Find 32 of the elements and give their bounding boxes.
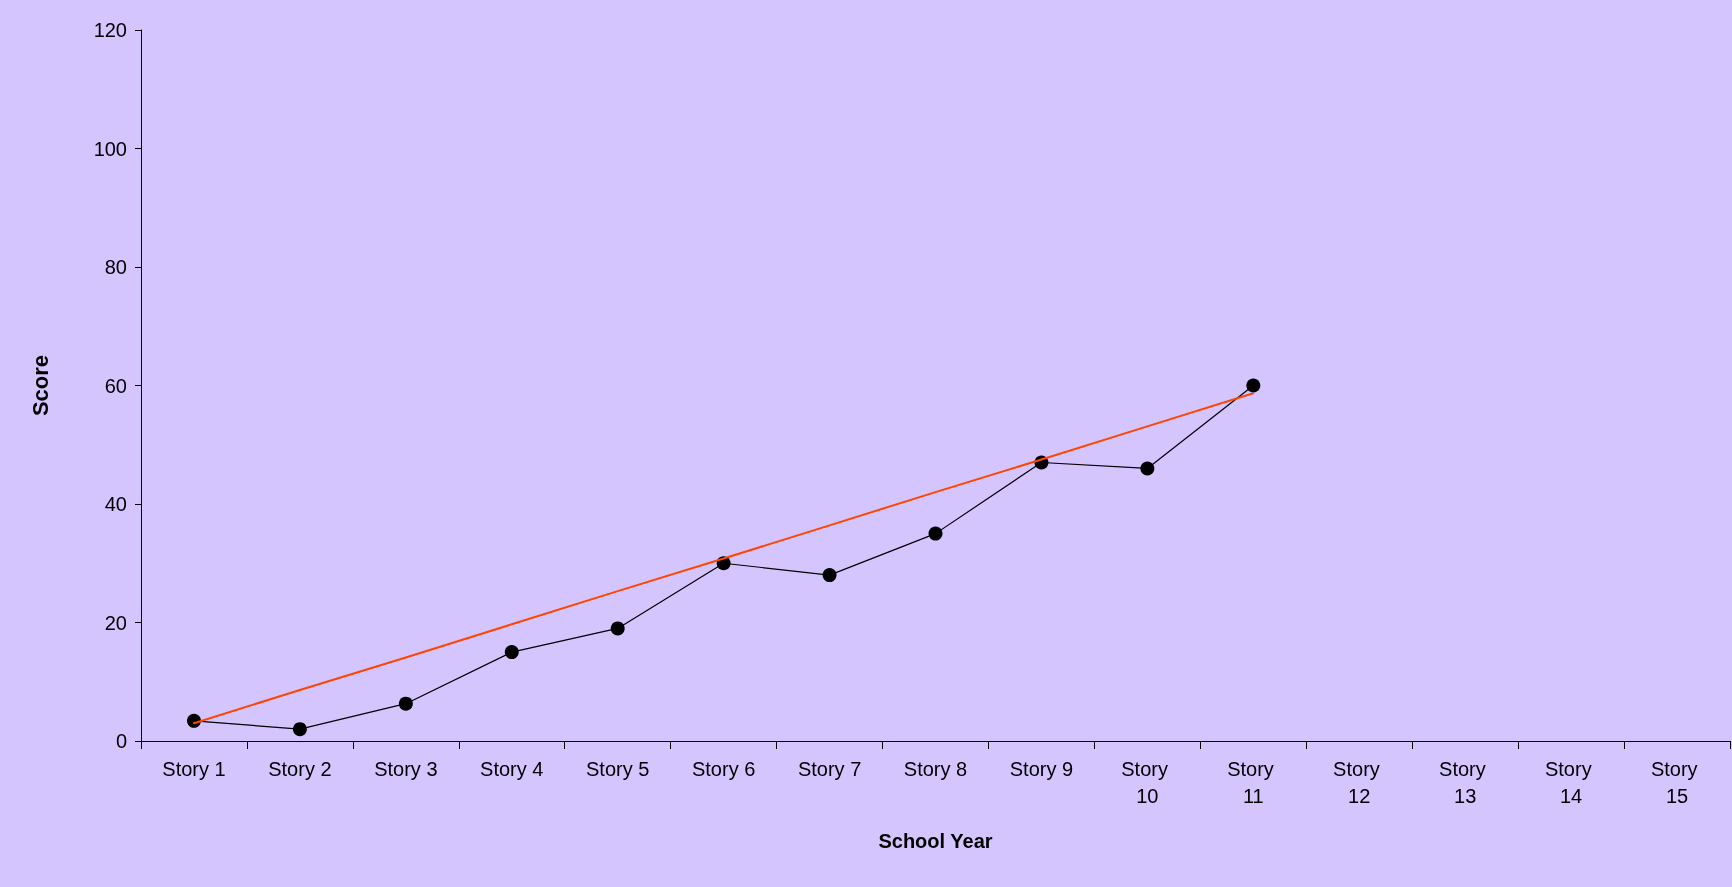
x-tick-label: Story 9 — [1009, 757, 1074, 780]
x-tick-label: Story 11 — [1227, 757, 1280, 807]
x-axis-title: School Year — [878, 830, 993, 852]
point — [610, 621, 625, 636]
x-tick-label: Story 8 — [903, 757, 968, 780]
x-tick-label: Story 15 — [1650, 757, 1704, 807]
y-tick-label: 100 — [93, 137, 127, 160]
y-tick-label: 40 — [104, 493, 127, 515]
y-axis-title: Score — [27, 354, 53, 417]
x-tick-label: Story 3 — [374, 757, 438, 780]
x-tick-label: Story 13 — [1439, 757, 1492, 807]
point — [504, 645, 519, 660]
x-tick-label: Story 10 — [1121, 757, 1174, 807]
point — [1246, 378, 1261, 393]
y-tick-label: 0 — [115, 730, 127, 752]
point — [928, 526, 943, 541]
y-tick-label: 80 — [104, 256, 127, 278]
x-tick-label: Story 7 — [797, 757, 862, 780]
x-tick-label: Story 14 — [1544, 757, 1598, 807]
point — [292, 722, 307, 737]
x-tick-label: Story 4 — [480, 757, 544, 780]
y-tick-label: 20 — [104, 611, 127, 634]
point — [822, 568, 837, 583]
x-tick-label: Story 1 — [162, 757, 226, 780]
y-tick-label: 120 — [93, 19, 127, 41]
x-tick-label: Story 6 — [691, 757, 756, 780]
x-tick-label: Story 2 — [268, 757, 332, 780]
x-tick-label: Story 5 — [586, 757, 650, 780]
point — [398, 696, 413, 711]
x-tick-label: Story 12 — [1333, 757, 1386, 807]
y-tick-label: 60 — [104, 374, 127, 397]
point — [1140, 461, 1155, 476]
